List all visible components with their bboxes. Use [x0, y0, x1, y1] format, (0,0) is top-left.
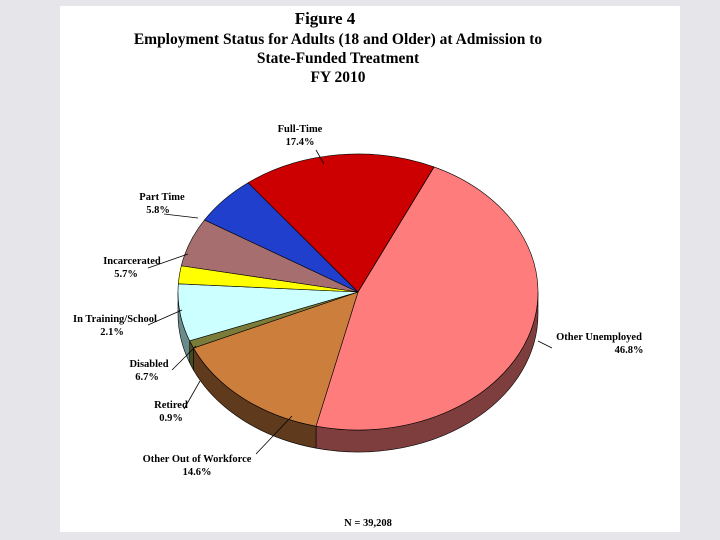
sample-size-note: N = 39,208	[344, 518, 392, 529]
chart-title: Figure 4	[295, 9, 356, 28]
label-other-out-of-workforce: Other Out of Workforce	[143, 454, 252, 465]
label-incarcerated: Incarcerated	[103, 256, 161, 267]
label-full-time: Full-Time	[278, 124, 323, 135]
label-other-unemployed: Other Unemployed	[556, 332, 642, 343]
label-in-training: In Training/School	[73, 314, 157, 325]
label-retired: Retired	[154, 400, 188, 411]
pct-in-training: 2.1%	[100, 327, 124, 338]
leader-line-disabled	[171, 345, 197, 371]
leader-line-incarcerated	[147, 253, 189, 269]
pct-other-out-of-workforce: 14.6%	[183, 467, 212, 478]
pie-slice-remainder	[357, 166, 435, 293]
leader-line-retired	[183, 380, 201, 410]
chart-subtitle-line-2: State-Funded Treatment	[257, 50, 420, 67]
pct-disabled: 6.7%	[135, 372, 159, 383]
leader-line-full-time	[315, 149, 325, 165]
leader-line-other-out	[255, 415, 293, 455]
label-part-time: Part Time	[139, 192, 185, 203]
leader-line-in-training	[147, 309, 183, 326]
pct-other-unemployed: 46.8%	[615, 345, 644, 356]
pie-chart: Figure 4 Employment Status for Adults (1…	[73, 9, 644, 529]
chart-subtitle-line-1: Employment Status for Adults (18 and Old…	[134, 31, 543, 48]
leader-line-part-time	[163, 213, 199, 219]
chart-subtitle-line-3: FY 2010	[311, 69, 366, 86]
pie-top	[177, 153, 539, 431]
pct-retired: 0.9%	[159, 413, 183, 424]
label-disabled: Disabled	[129, 359, 168, 370]
pct-incarcerated: 5.7%	[114, 269, 138, 280]
pie-slice-other-unemployed	[315, 166, 539, 431]
pct-full-time: 17.4%	[286, 137, 315, 148]
slide: Figure 4 Employment Status for Adults (1…	[60, 6, 680, 532]
pie-slice-other-out-of-workforce	[193, 291, 359, 427]
pie-slice-full-time	[247, 153, 435, 293]
pct-part-time: 5.8%	[146, 205, 170, 216]
leader-line-other-unemployed	[537, 340, 553, 349]
